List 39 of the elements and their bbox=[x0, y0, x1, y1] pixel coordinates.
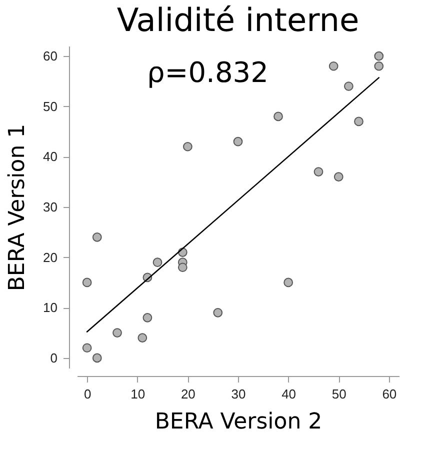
y-tick-label: 20 bbox=[43, 250, 58, 265]
x-tick-label: 60 bbox=[382, 386, 397, 402]
y-tick-label: 60 bbox=[43, 48, 58, 64]
point bbox=[334, 172, 344, 182]
y-tick-label: 50 bbox=[43, 98, 58, 114]
x-tick-label: 0 bbox=[84, 386, 92, 402]
point bbox=[374, 51, 384, 61]
point bbox=[314, 167, 324, 176]
x-tick-label: 20 bbox=[180, 386, 196, 402]
point bbox=[112, 328, 122, 338]
y-tick-label: 40 bbox=[43, 149, 58, 164]
point bbox=[82, 343, 92, 353]
point bbox=[82, 278, 92, 288]
point bbox=[284, 278, 293, 288]
point bbox=[233, 136, 243, 146]
y-tick-label: 10 bbox=[43, 300, 58, 316]
point bbox=[354, 116, 364, 126]
point bbox=[92, 353, 102, 363]
y-tick-label: 0 bbox=[50, 350, 58, 366]
point bbox=[374, 61, 384, 71]
x-axis-title: BERA Version 2 bbox=[154, 410, 322, 434]
point bbox=[178, 262, 188, 272]
y-axis-title: BERA Version 1 bbox=[5, 124, 30, 292]
point bbox=[274, 112, 283, 122]
point bbox=[213, 308, 223, 318]
x-tick-label: 40 bbox=[282, 386, 296, 402]
point bbox=[183, 142, 192, 152]
x-tick-label: 50 bbox=[332, 386, 346, 402]
y-tick-label: 30 bbox=[43, 200, 58, 214]
x-tick-label: 30 bbox=[231, 386, 246, 402]
point bbox=[92, 232, 102, 242]
annotation: ρ=0.832 bbox=[147, 56, 268, 89]
point bbox=[328, 61, 338, 71]
x-tick-label: 10 bbox=[130, 386, 146, 402]
point bbox=[138, 333, 148, 342]
chart-title: Validité interne bbox=[116, 1, 360, 39]
point bbox=[152, 258, 162, 268]
point bbox=[344, 82, 354, 91]
point bbox=[142, 313, 152, 322]
